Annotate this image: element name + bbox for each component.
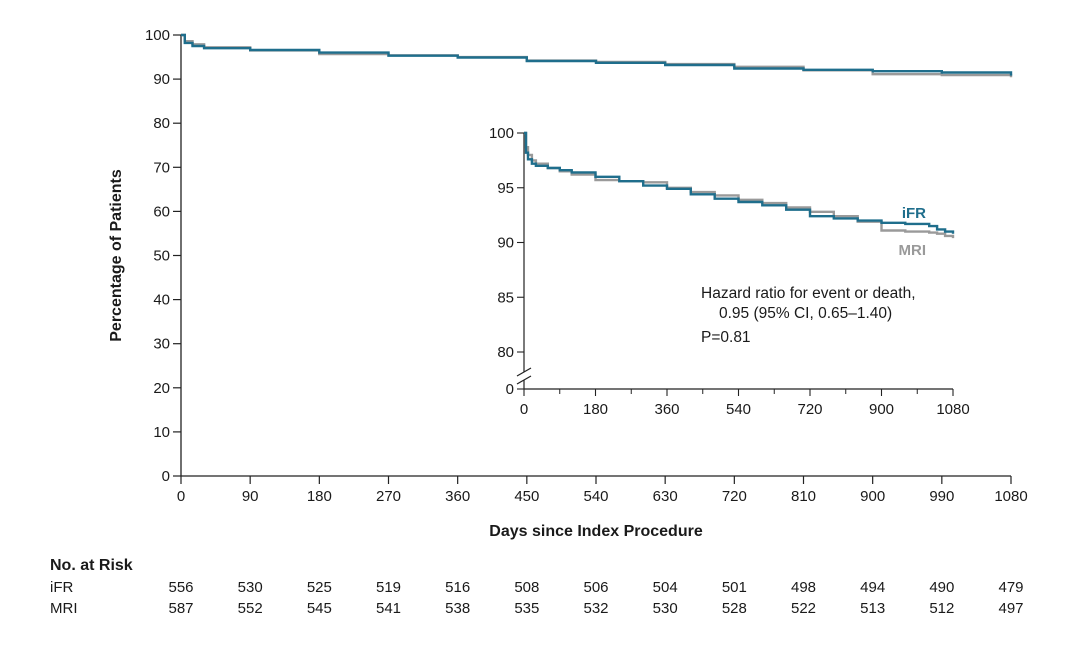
- risk-value: 519: [376, 579, 401, 596]
- inset-series-label-ifr: iFR: [902, 205, 926, 222]
- risk-row-label-mri: MRI: [50, 600, 78, 617]
- y-tick-label: 60: [153, 203, 170, 220]
- risk-value: 516: [445, 579, 470, 596]
- hazard-ratio-ci: 0.95 (95% CI, 0.65–1.40): [719, 305, 892, 322]
- risk-value: 525: [307, 579, 332, 596]
- risk-value: 506: [583, 579, 608, 596]
- x-tick-label: 630: [653, 488, 678, 505]
- inset-y-tick-label: 90: [497, 235, 514, 252]
- x-tick-label: 900: [860, 488, 885, 505]
- inset-chart: 0 80 85 90 95 100 0 180 360 540 720 900 1080 iFR MRI Ha…: [489, 125, 970, 418]
- inset-x-tick-label: 900: [869, 401, 894, 418]
- x-tick-label: 270: [376, 488, 401, 505]
- risk-value: 556: [168, 579, 193, 596]
- y-tick-label: 70: [153, 159, 170, 176]
- x-tick-label: 0: [177, 488, 185, 505]
- inset-x-tick-label: 0: [520, 401, 528, 418]
- x-tick-label: 360: [445, 488, 470, 505]
- risk-value: 541: [376, 600, 401, 617]
- inset-x-tick-label: 1080: [936, 401, 969, 418]
- risk-value: 552: [238, 600, 263, 617]
- y-tick-label: 20: [153, 380, 170, 397]
- inset-y-tick-label: 100: [489, 125, 514, 142]
- risk-value: 530: [238, 579, 263, 596]
- risk-value: 535: [514, 600, 539, 617]
- inset-y-tick-label: 0: [506, 381, 514, 398]
- risk-value: 538: [445, 600, 470, 617]
- risk-value: 587: [168, 600, 193, 617]
- x-tick-label: 90: [242, 488, 259, 505]
- x-tick-label: 990: [929, 488, 954, 505]
- risk-value: 545: [307, 600, 332, 617]
- x-tick-label: 450: [514, 488, 539, 505]
- inset-y-tick-label: 95: [497, 180, 514, 197]
- y-tick-label: 0: [162, 468, 170, 485]
- risk-table: No. at Risk iFR 556 530 525 519 516 508 506 504 50…: [50, 557, 1024, 617]
- inset-series-label-mri: MRI: [899, 242, 927, 259]
- y-tick-label: 30: [153, 336, 170, 353]
- inset-series-line-ifr: [524, 131, 955, 234]
- x-tick-label: 810: [791, 488, 816, 505]
- risk-value: 498: [791, 579, 816, 596]
- y-tick-label: 10: [153, 424, 170, 441]
- y-tick-label: 40: [153, 292, 170, 309]
- y-axis-title: Percentage of Patients: [108, 169, 125, 342]
- x-axis-title: Days since Index Procedure: [489, 523, 703, 540]
- y-tick-label: 50: [153, 248, 170, 265]
- risk-value: 522: [791, 600, 816, 617]
- risk-value: 508: [514, 579, 539, 596]
- risk-value: 512: [929, 600, 954, 617]
- risk-value: 494: [860, 579, 885, 596]
- risk-value: 490: [929, 579, 954, 596]
- inset-x-tick-label: 180: [583, 401, 608, 418]
- risk-value: 528: [722, 600, 747, 617]
- y-tick-label: 80: [153, 115, 170, 132]
- risk-table-title: No. at Risk: [50, 557, 133, 574]
- risk-value: 530: [653, 600, 678, 617]
- risk-value: 504: [653, 579, 678, 596]
- inset-axis-break-mark: [516, 367, 532, 377]
- risk-row-label-ifr: iFR: [50, 579, 73, 596]
- inset-series-line-mri: [524, 131, 955, 239]
- series-line-ifr: [181, 33, 1013, 76]
- risk-value: 501: [722, 579, 747, 596]
- main-chart: 0 10 20 30 40 50 60 70 80 90 100 0 90 180 270 360 450 540…: [108, 27, 1028, 540]
- inset-x-tick-label: 360: [654, 401, 679, 418]
- hazard-ratio-annotation: Hazard ratio for event or death,: [701, 285, 916, 302]
- x-tick-label: 540: [583, 488, 608, 505]
- risk-value: 532: [583, 600, 608, 617]
- x-tick-label: 180: [307, 488, 332, 505]
- risk-value: 513: [860, 600, 885, 617]
- risk-value: 497: [998, 600, 1023, 617]
- inset-x-tick-label: 540: [726, 401, 751, 418]
- x-tick-label: 1080: [994, 488, 1027, 505]
- inset-y-tick-label: 85: [497, 289, 514, 306]
- x-tick-label: 720: [722, 488, 747, 505]
- inset-axis-break-mark: [516, 375, 532, 385]
- inset-x-tick-label: 720: [797, 401, 822, 418]
- y-tick-label: 100: [145, 27, 170, 44]
- inset-y-tick-label: 80: [497, 344, 514, 361]
- risk-value: 479: [998, 579, 1023, 596]
- p-value: P=0.81: [701, 329, 751, 346]
- y-tick-label: 90: [153, 71, 170, 88]
